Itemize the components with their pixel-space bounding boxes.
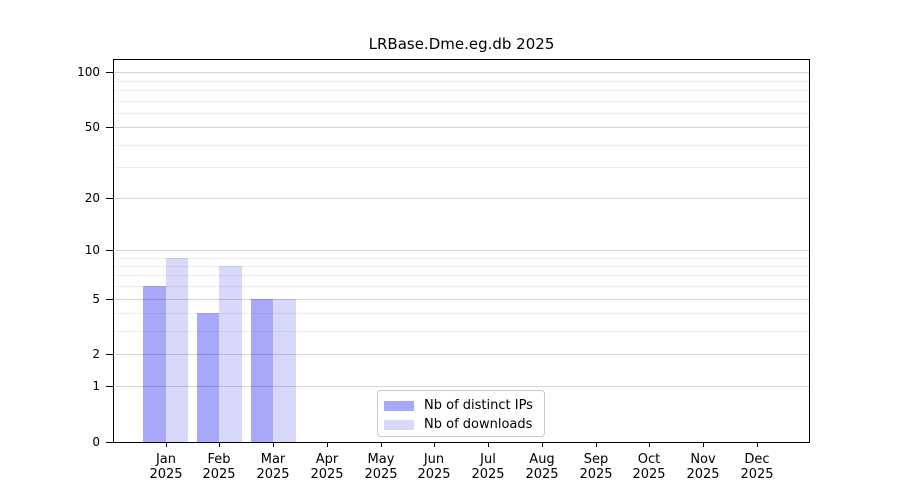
plot-area	[113, 59, 810, 443]
x-tick-label-sep: Sep 2025	[579, 452, 613, 482]
chart-title: LRBase.Dme.eg.db 2025	[368, 35, 555, 53]
legend-swatch-downloads	[384, 419, 414, 430]
gridline-minor-90	[114, 81, 809, 82]
gridline-major-20	[114, 198, 809, 199]
x-tick-feb	[219, 443, 220, 447]
gridline-major-100	[114, 72, 809, 73]
y-tick-label-50: 50	[84, 120, 100, 134]
y-tick-label-20: 20	[84, 191, 100, 205]
x-tick-label-may: May 2025	[364, 452, 398, 482]
bar-nb-of-downloads-jan	[165, 258, 188, 442]
x-tick-jan	[166, 443, 167, 447]
bar-nb-of-downloads-feb	[219, 266, 242, 442]
x-tick-mar	[273, 443, 274, 447]
y-tick-label-5: 5	[92, 292, 100, 306]
y-tick-label-10: 10	[84, 243, 100, 257]
gridline-minor-40	[114, 145, 809, 146]
y-tick-5	[106, 299, 113, 300]
x-tick-label-dec: Dec 2025	[740, 452, 774, 482]
y-tick-20	[106, 198, 113, 199]
bar-nb-of-downloads-mar	[273, 299, 296, 442]
y-tick-label-2: 2	[92, 347, 100, 361]
x-tick-sep	[596, 443, 597, 447]
x-tick-jul	[488, 443, 489, 447]
x-tick-label-jul: Jul 2025	[471, 452, 505, 482]
gridline-minor-6	[114, 286, 809, 287]
gridline-minor-70	[114, 101, 809, 102]
bar-nb-of-distinct-ips-jan	[143, 286, 166, 442]
x-tick-aug	[542, 443, 543, 447]
x-tick-may	[381, 443, 382, 447]
gridline-minor-30	[114, 167, 809, 168]
x-tick-label-mar: Mar 2025	[256, 452, 290, 482]
y-tick-label-0: 0	[92, 435, 100, 449]
gridline-major-10	[114, 250, 809, 251]
gridline-minor-60	[114, 113, 809, 114]
x-tick-label-aug: Aug 2025	[525, 452, 559, 482]
gridline-minor-9	[114, 258, 809, 259]
legend-swatch-distinct-ips	[384, 400, 414, 411]
bars-layer	[114, 60, 809, 442]
y-tick-50	[106, 127, 113, 128]
legend: Nb of distinct IPs Nb of downloads	[377, 390, 545, 437]
bar-nb-of-distinct-ips-feb	[196, 313, 220, 442]
gridline-major-50	[114, 127, 809, 128]
legend-row-distinct-ips: Nb of distinct IPs	[378, 396, 544, 415]
y-tick-10	[106, 250, 113, 251]
gridline-minor-4	[114, 313, 809, 314]
x-tick-label-nov: Nov 2025	[686, 452, 720, 482]
x-tick-label-apr: Apr 2025	[310, 452, 344, 482]
gridline-minor-7	[114, 275, 809, 276]
grid-layer	[114, 60, 809, 442]
gridline-major-2	[114, 354, 809, 355]
x-tick-oct	[649, 443, 650, 447]
legend-row-downloads: Nb of downloads	[378, 415, 544, 434]
y-tick-100	[106, 72, 113, 73]
gridline-minor-8	[114, 266, 809, 267]
y-tick-label-1: 1	[92, 379, 100, 393]
x-tick-dec	[757, 443, 758, 447]
gridline-major-5	[114, 299, 809, 300]
y-tick-2	[106, 354, 113, 355]
gridline-major-1	[114, 386, 809, 387]
x-tick-label-oct: Oct 2025	[632, 452, 666, 482]
x-tick-jun	[434, 443, 435, 447]
y-tick-0	[106, 442, 113, 443]
x-tick-label-feb: Feb 2025	[202, 452, 236, 482]
x-tick-apr	[327, 443, 328, 447]
y-tick-1	[106, 386, 113, 387]
legend-label-downloads: Nb of downloads	[424, 417, 533, 432]
gridline-minor-80	[114, 90, 809, 91]
x-tick-nov	[703, 443, 704, 447]
legend-label-distinct-ips: Nb of distinct IPs	[424, 398, 533, 413]
gridline-minor-3	[114, 331, 809, 332]
x-tick-label-jan: Jan 2025	[149, 452, 183, 482]
x-tick-label-jun: Jun 2025	[417, 452, 451, 482]
bar-nb-of-distinct-ips-mar	[250, 299, 274, 442]
y-tick-label-100: 100	[77, 65, 100, 79]
